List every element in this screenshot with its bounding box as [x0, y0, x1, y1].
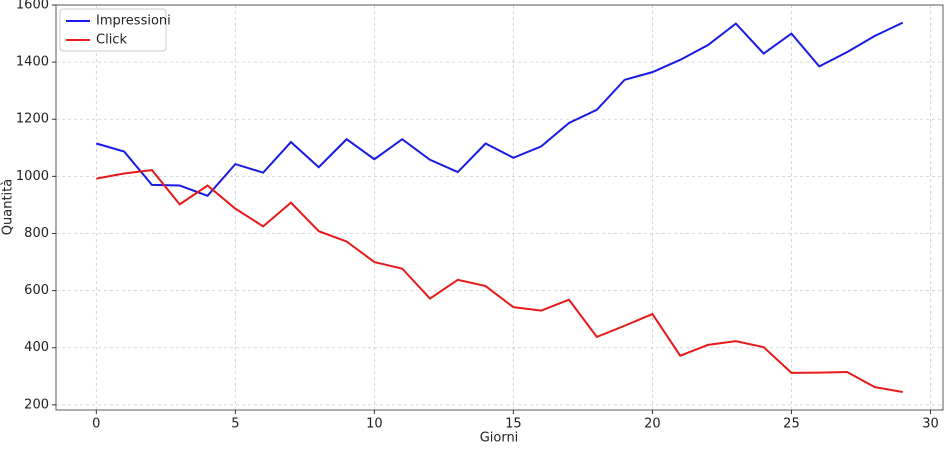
x-tick-label: 10 [366, 417, 383, 432]
x-tick-label: 15 [505, 417, 522, 432]
legend-label: Impressioni [96, 14, 171, 29]
y-tick-label: 400 [24, 340, 49, 355]
y-tick-label: 800 [24, 226, 49, 241]
x-axis-label: Giorni [480, 431, 519, 446]
x-tick-label: 20 [644, 417, 661, 432]
x-tick-label: 30 [922, 417, 939, 432]
series-line [96, 21, 904, 197]
legend-label: Click [96, 33, 127, 48]
plot-frame [55, 4, 944, 411]
y-tick-label: 600 [24, 283, 49, 298]
y-tick-label: 1600 [16, 0, 49, 13]
x-tick-label: 0 [92, 417, 100, 432]
y-tick-label: 1000 [16, 169, 49, 184]
y-axis-label: Quantità [1, 179, 16, 235]
series-line [96, 169, 903, 393]
y-tick-label: 200 [24, 397, 49, 412]
y-tick-label: 1400 [16, 55, 49, 70]
x-tick-label: 5 [231, 417, 239, 432]
y-tick-label: 1200 [16, 112, 49, 127]
x-tick-label: 25 [783, 417, 800, 432]
